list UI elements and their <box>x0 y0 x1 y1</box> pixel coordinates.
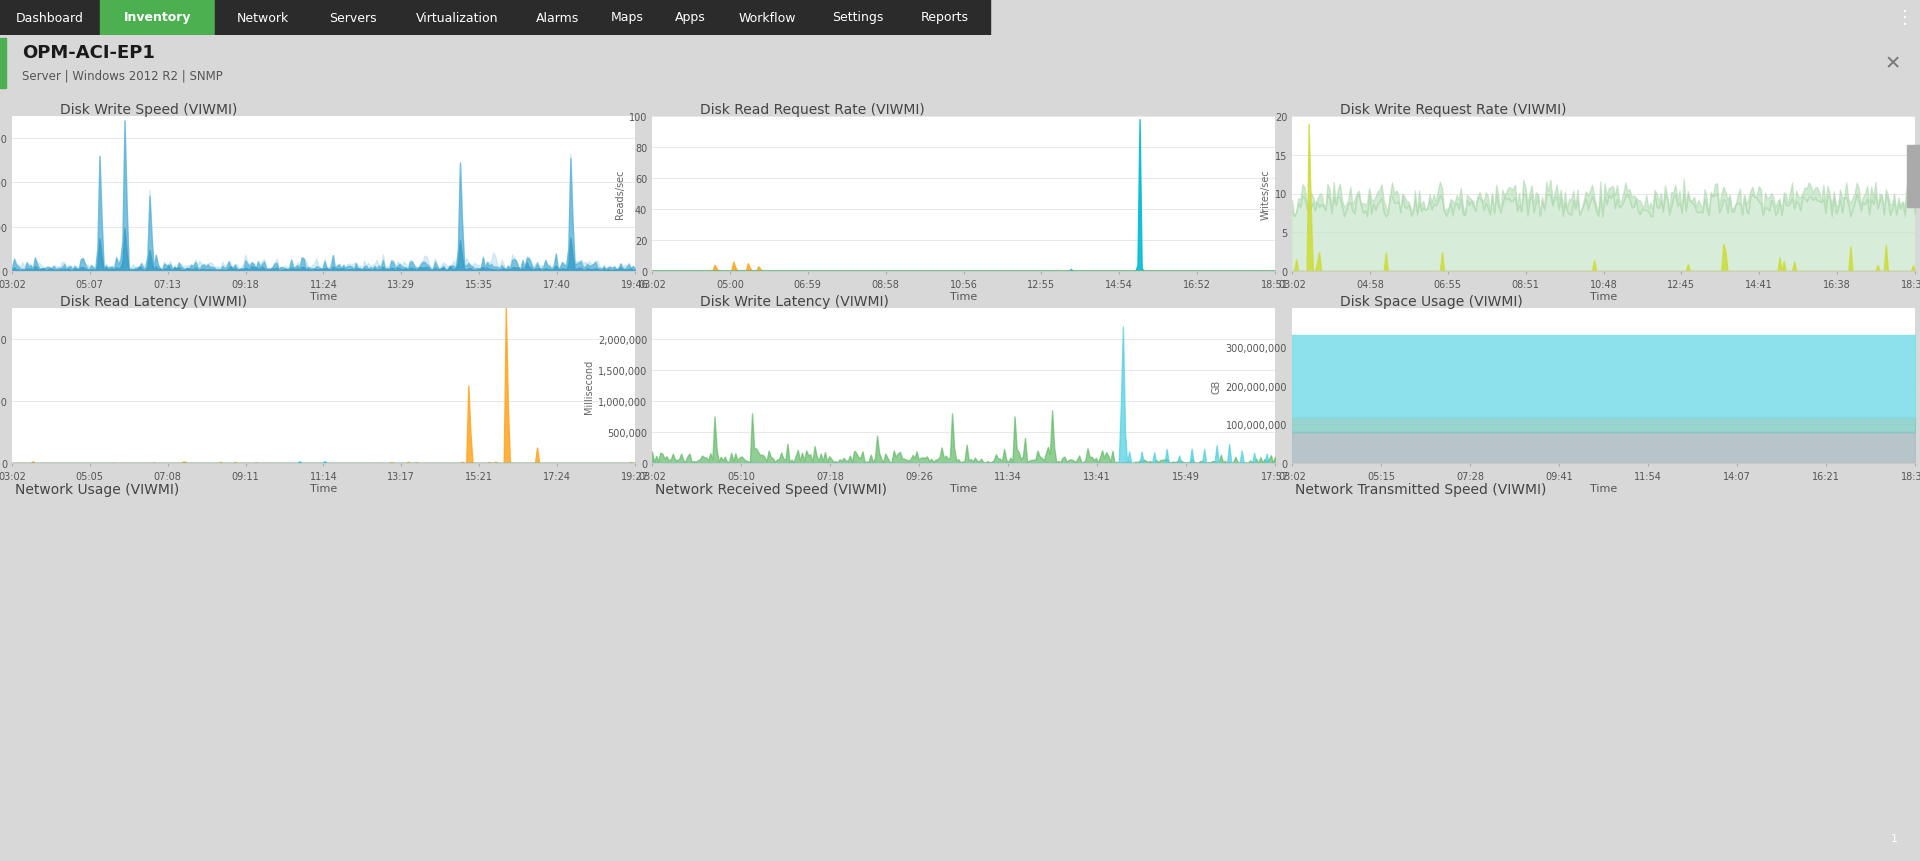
Text: Disk Read Latency (VIWMI): Disk Read Latency (VIWMI) <box>60 294 248 308</box>
X-axis label: Time: Time <box>309 292 338 302</box>
Y-axis label: Reads/sec: Reads/sec <box>614 170 624 219</box>
X-axis label: Time: Time <box>950 292 977 302</box>
Text: OPM-ACI-EP1: OPM-ACI-EP1 <box>23 44 156 62</box>
Text: Inventory: Inventory <box>123 11 192 24</box>
Y-axis label: Writes/sec: Writes/sec <box>1261 169 1271 220</box>
Text: Disk Read Request Rate (VIWMI): Disk Read Request Rate (VIWMI) <box>701 102 925 117</box>
Bar <box>720 0 814 36</box>
Bar <box>396 0 520 36</box>
Bar <box>1907 146 1918 208</box>
Text: Network Usage (VIWMI): Network Usage (VIWMI) <box>15 482 179 497</box>
Text: Disk Write Request Rate (VIWMI): Disk Write Request Rate (VIWMI) <box>1340 102 1567 117</box>
Bar <box>595 0 660 36</box>
Text: ✕: ✕ <box>1884 54 1901 73</box>
Bar <box>309 0 396 36</box>
Text: Network Received Speed (VIWMI): Network Received Speed (VIWMI) <box>655 482 887 497</box>
Text: Disk Write Speed (VIWMI): Disk Write Speed (VIWMI) <box>60 102 238 117</box>
X-axis label: Time: Time <box>1590 292 1617 302</box>
Bar <box>520 0 595 36</box>
Text: Reports: Reports <box>922 11 970 24</box>
X-axis label: Time: Time <box>1590 484 1617 494</box>
X-axis label: Time: Time <box>950 484 977 494</box>
Text: Servers: Servers <box>328 11 376 24</box>
Y-axis label: Millisecond: Millisecond <box>584 359 593 413</box>
X-axis label: Time: Time <box>309 484 338 494</box>
Text: Apps: Apps <box>674 11 705 24</box>
Text: Network: Network <box>236 11 288 24</box>
Bar <box>100 0 215 36</box>
Text: Maps: Maps <box>611 11 643 24</box>
Text: Server | Windows 2012 R2 | SNMP: Server | Windows 2012 R2 | SNMP <box>23 70 223 83</box>
Bar <box>0 39 6 89</box>
Text: Alarms: Alarms <box>536 11 580 24</box>
Text: Network Transmitted Speed (VIWMI): Network Transmitted Speed (VIWMI) <box>1294 482 1546 497</box>
Bar <box>0 0 100 36</box>
Text: Disk Space Usage (VIWMI): Disk Space Usage (VIWMI) <box>1340 294 1523 308</box>
Bar <box>215 0 309 36</box>
Text: Dashboard: Dashboard <box>15 11 84 24</box>
Text: Workflow: Workflow <box>739 11 797 24</box>
Text: Disk Write Latency (VIWMI): Disk Write Latency (VIWMI) <box>701 294 889 308</box>
Text: Settings: Settings <box>831 11 883 24</box>
Text: ⋮: ⋮ <box>1895 9 1914 27</box>
Text: Virtualization: Virtualization <box>417 11 499 24</box>
Bar <box>814 0 900 36</box>
Bar <box>660 0 720 36</box>
Y-axis label: GB: GB <box>1212 379 1221 393</box>
Text: 1: 1 <box>1891 833 1897 844</box>
Bar <box>900 0 991 36</box>
